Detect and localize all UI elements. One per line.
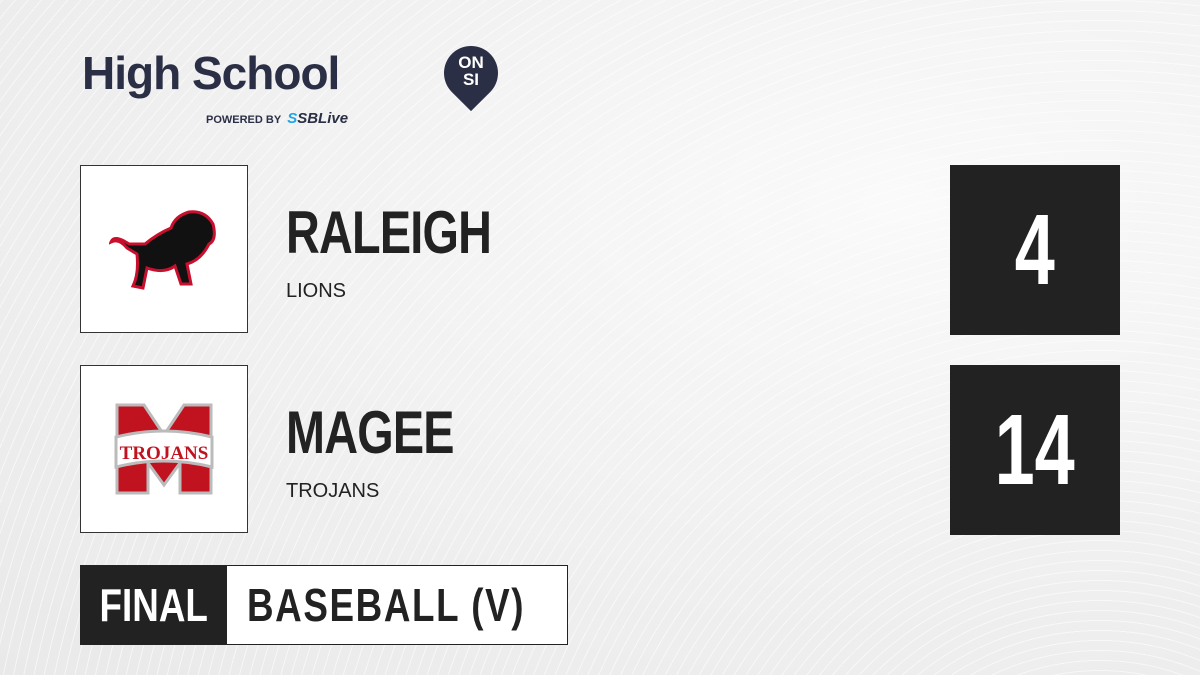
- score-away: 14: [950, 365, 1120, 535]
- trojans-m-icon: TROJANS: [114, 403, 214, 495]
- partner-logo: SBLive: [297, 110, 349, 127]
- high-school-on-si-logo: High School ON SI POWERED BY SSBLive: [82, 34, 510, 127]
- team-mascot-away: TROJANS: [286, 480, 380, 502]
- magee-logo: TROJANS: [80, 365, 248, 533]
- game-status-bar: FINAL BASEBALL (V): [80, 565, 568, 645]
- team-name-away: MAGEE: [286, 399, 455, 466]
- status-badge: FINAL: [81, 566, 227, 644]
- powered-by: POWERED BY SSBLive: [206, 110, 349, 127]
- score-home: 4: [950, 165, 1120, 335]
- sport-label: BASEBALL (V): [227, 566, 567, 644]
- raleigh-logo: [80, 165, 248, 333]
- on-si-badge: ON SI: [458, 53, 484, 89]
- brand-title: High School: [82, 47, 340, 99]
- lion-icon: [109, 210, 216, 290]
- team-mascot-home: LIONS: [286, 280, 347, 302]
- team-name-home: RALEIGH: [286, 199, 492, 266]
- svg-text:TROJANS: TROJANS: [120, 443, 209, 464]
